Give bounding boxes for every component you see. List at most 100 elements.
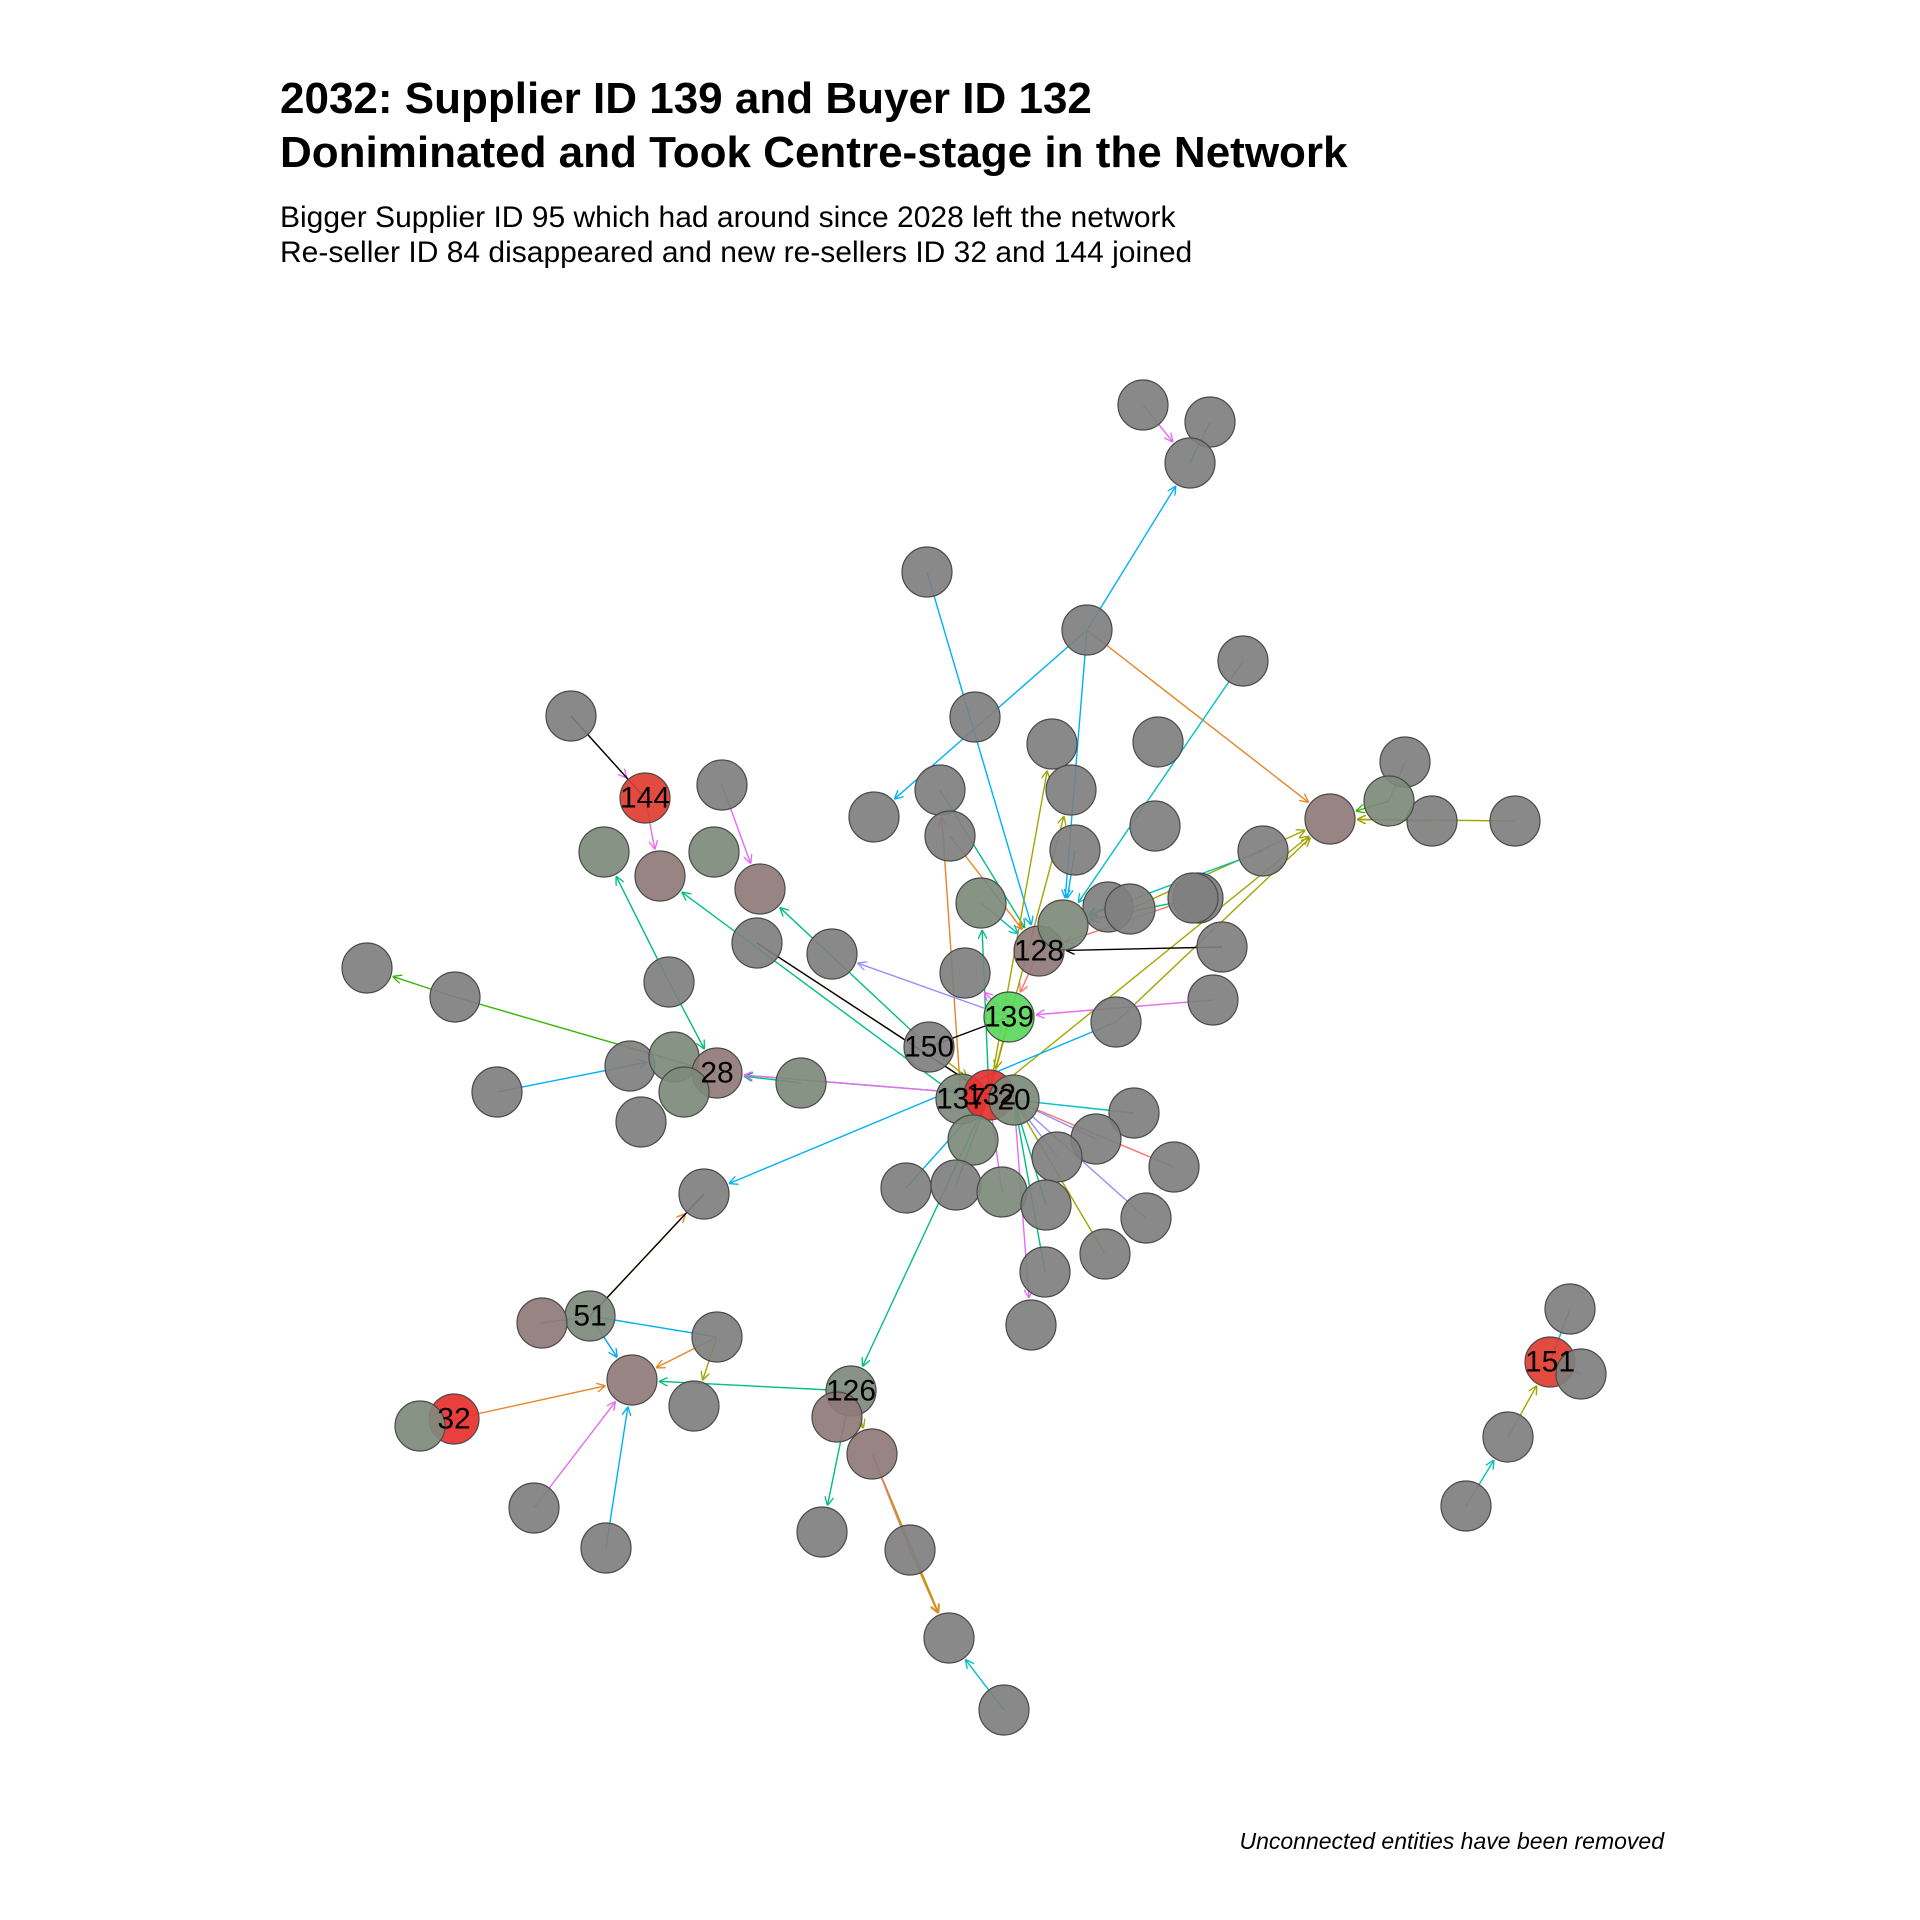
node-a3[interactable] [1164, 437, 1216, 489]
node-b6[interactable] [1132, 716, 1184, 768]
node-c42[interactable] [668, 1380, 720, 1432]
node-c35[interactable] [1079, 1228, 1131, 1280]
node-c30[interactable] [880, 1162, 932, 1214]
node-c36[interactable] [1019, 1246, 1071, 1298]
node-b2[interactable] [1061, 604, 1113, 656]
node-n139[interactable] [983, 991, 1035, 1043]
subtitle-line-2: Re-seller ID 84 disappeared and new re-s… [280, 236, 1193, 269]
node-c48[interactable] [796, 1506, 848, 1558]
node-c38[interactable] [678, 1168, 730, 1220]
node-c12[interactable] [1090, 996, 1142, 1048]
node-c40[interactable] [691, 1311, 743, 1363]
node-c45[interactable] [394, 1400, 446, 1452]
node-c54[interactable] [1482, 1411, 1534, 1463]
node-c14[interactable] [429, 971, 481, 1023]
chart-title: 2032: Supplier ID 139 and Buyer ID 132 D… [280, 72, 1348, 180]
edge-layer [393, 404, 1582, 1711]
node-circle [341, 942, 393, 994]
title-line-1: 2032: Supplier ID 139 and Buyer ID 132 [280, 74, 1092, 123]
node-c47[interactable] [580, 1522, 632, 1574]
node-c43[interactable] [811, 1391, 863, 1443]
node-c19[interactable] [604, 1040, 656, 1092]
node-c28[interactable] [1148, 1141, 1200, 1193]
node-c34[interactable] [1120, 1192, 1172, 1244]
node-n1063[interactable] [1037, 899, 1089, 951]
node-c16[interactable] [731, 917, 783, 969]
node-c6[interactable] [734, 863, 786, 915]
node-c4[interactable] [634, 850, 686, 902]
node-b11[interactable] [1129, 800, 1181, 852]
node-c3[interactable] [578, 826, 630, 878]
edge-b3-n1063 [1078, 660, 1244, 903]
node-circle [1120, 1192, 1172, 1244]
node-label-n139: 139 [984, 1001, 1034, 1034]
node-c50[interactable] [923, 1612, 975, 1664]
node-b5[interactable] [1026, 718, 1078, 770]
node-circle [619, 772, 671, 824]
node-c7[interactable] [955, 877, 1007, 929]
node-circle [1037, 899, 1089, 951]
node-c33[interactable] [1020, 1179, 1072, 1231]
node-b4[interactable] [949, 691, 1001, 743]
node-circle [1489, 795, 1541, 847]
node-n1389[interactable] [1363, 775, 1415, 827]
node-circle [988, 1074, 1040, 1126]
node-c17[interactable] [806, 928, 858, 980]
node-n1328[interactable] [1304, 793, 1356, 845]
node-circle [658, 1066, 710, 1118]
node-c41[interactable] [606, 1354, 658, 1406]
node-c13[interactable] [341, 942, 393, 994]
node-n144[interactable] [619, 772, 671, 824]
node-b8[interactable] [1045, 764, 1097, 816]
node-label-n20: 20 [997, 1084, 1030, 1117]
node-circle [923, 1612, 975, 1664]
edge-n150-c6 [780, 907, 930, 1048]
node-b12[interactable] [1049, 824, 1101, 876]
node-c1[interactable] [545, 690, 597, 742]
node-c2[interactable] [696, 759, 748, 811]
node-b10[interactable] [924, 810, 976, 862]
node-b1[interactable] [901, 546, 953, 598]
node-n150[interactable] [903, 1021, 955, 1073]
node-c37[interactable] [1005, 1299, 1057, 1351]
node-a1[interactable] [1117, 379, 1169, 431]
node-b13[interactable] [1237, 825, 1289, 877]
node-c51[interactable] [978, 1684, 1030, 1736]
node-c46[interactable] [508, 1482, 560, 1534]
node-c44[interactable] [846, 1428, 898, 1480]
node-c5[interactable] [688, 826, 740, 878]
node-circle [983, 991, 1035, 1043]
node-c52[interactable] [1544, 1283, 1596, 1335]
node-c55[interactable] [1440, 1480, 1492, 1532]
node-c23[interactable] [615, 1096, 667, 1148]
node-circle [1104, 883, 1156, 935]
node-b18[interactable] [1489, 795, 1541, 847]
node-circle [884, 1524, 936, 1576]
node-c49[interactable] [884, 1524, 936, 1576]
node-c31[interactable] [930, 1159, 982, 1211]
node-c53[interactable] [1555, 1348, 1607, 1400]
node-c25[interactable] [1108, 1087, 1160, 1139]
node-c11[interactable] [1187, 974, 1239, 1026]
node-c21[interactable] [658, 1066, 710, 1118]
node-b7[interactable] [914, 764, 966, 816]
node-b3[interactable] [1217, 635, 1269, 687]
node-c39[interactable] [516, 1297, 568, 1349]
node-c22[interactable] [471, 1066, 523, 1118]
node-c29[interactable] [947, 1114, 999, 1166]
node-b9[interactable] [848, 791, 900, 843]
node-c24[interactable] [775, 1057, 827, 1109]
node-c10[interactable] [1196, 921, 1248, 973]
node-c32[interactable] [976, 1166, 1028, 1218]
node-n20[interactable] [988, 1074, 1040, 1126]
node-circle [1184, 396, 1236, 448]
title-line-2: Doniminated and Took Centre-stage in the… [280, 128, 1348, 177]
node-c8[interactable] [1104, 883, 1156, 935]
node-c9[interactable] [1167, 872, 1219, 924]
node-a2[interactable] [1184, 396, 1236, 448]
node-label-n144: 144 [620, 782, 670, 815]
node-c27[interactable] [1031, 1131, 1083, 1183]
node-c15[interactable] [643, 956, 695, 1008]
node-c18[interactable] [939, 947, 991, 999]
node-b17[interactable] [1406, 795, 1458, 847]
